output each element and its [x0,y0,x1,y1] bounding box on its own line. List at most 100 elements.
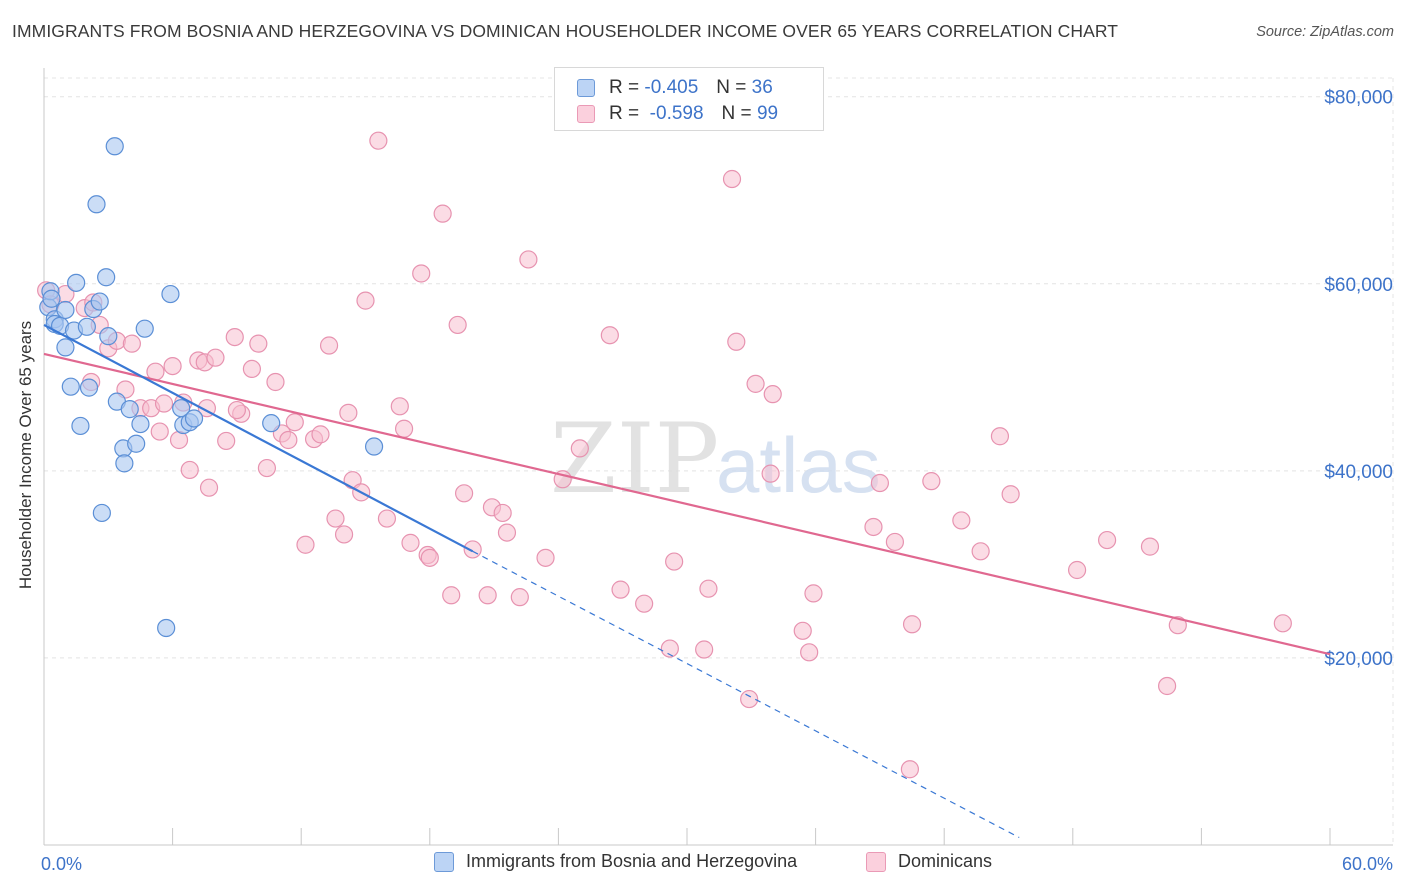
dominicans-point [864,517,883,537]
legend-swatch-pink [577,105,595,123]
dominicans-point [401,533,420,552]
dominicans-point [448,315,467,335]
dominicans-point [870,473,890,493]
dominicans-point [394,419,414,438]
dominicans-point [660,639,679,658]
trend-lines [43,323,1331,839]
legend-r-label: R = [609,103,640,124]
bosnia-point [56,300,75,320]
bosnia-point [120,400,139,419]
x-tick-labels: 0.0% 60.0% [41,854,1393,874]
dominicans-points [37,131,1292,779]
dominicans-point [206,348,225,367]
dominicans-point [763,385,782,404]
dominicans-point [122,334,141,353]
legend-item-dominicans[interactable]: Dominicans [866,851,992,872]
dominicans-point [804,584,823,603]
dominicans-point [900,760,920,779]
legend-item-bosnia[interactable]: Immigrants from Bosnia and Herzegovina [434,851,797,872]
bosnia-point [99,327,118,346]
dominicans-point [497,523,517,542]
watermark-atlas: atlas [716,421,881,509]
dominicans-point [249,334,268,353]
legend-n-label: N = [716,77,747,98]
dominicans-point [169,430,189,450]
dominicans-point [1168,616,1187,635]
chart-title: IMMIGRANTS FROM BOSNIA AND HERZEGOVINA V… [12,21,1119,41]
x-tick-label-1: 60.0% [1342,854,1393,874]
legend-r-value: -0.405 [644,77,699,98]
dominicans-point [356,291,375,310]
dominicans-point [339,403,358,422]
dominicans-point [199,478,219,497]
bosnia-point [105,137,124,156]
dominicans-point [1273,614,1292,633]
dominicans-point [902,615,922,634]
dominicans-point [922,472,941,491]
legend-n-value: 36 [751,77,773,98]
dominicans-point [433,204,452,223]
dominicans-point [971,542,990,561]
legend-r-value: -0.598 [649,103,704,124]
dominicans-point [217,431,236,451]
bosnia-point [71,416,90,436]
legend-label-bosnia: Immigrants from Bosnia and Herzegovina [466,851,798,871]
dominicans-point [285,413,304,432]
bosnia-points [39,137,384,638]
dominicans-point [740,689,759,709]
dominicans-point [536,548,555,567]
dominicans-point [296,535,315,554]
dominicans-point [257,458,277,478]
dominicans-point [635,594,654,613]
y-tick-label-3: $80,000 [1324,88,1393,109]
bosnia-point [92,503,111,523]
y-tick-label-1: $40,000 [1324,462,1393,483]
dominicans-point [311,425,330,444]
dominicans-point [463,540,482,559]
dominicans-point [600,326,619,345]
dominicans-point [510,588,529,607]
dominicans-point [242,359,262,378]
bosnia-point [42,289,61,308]
chart-source: Source: ZipAtlas.com [1256,24,1394,40]
dominicans-point [800,643,819,662]
dominicans-point [493,503,512,523]
bosnia-trend-extension [472,550,1020,839]
y-axis-label: Householder Income Over 65 years [16,321,35,589]
watermark: ZIP atlas [550,403,881,515]
legend-row-bosnia: R = -0.405 N = 36 [577,76,773,100]
dominicans-point [1158,676,1177,696]
bosnia-point [90,292,109,311]
dominicans-point [163,356,182,376]
legend-row-dominicans: R = -0.598 N = 99 [577,102,778,126]
watermark-zip: ZIP [550,403,719,515]
bosnia-point [97,268,116,287]
dominicans-point [727,332,746,351]
bosnia-point [131,414,150,434]
dominicans-point [227,400,246,420]
dominicans-point [952,511,971,530]
dominicans-point [1140,537,1160,556]
dominicans-point [519,250,538,269]
y-tick-label-2: $60,000 [1324,275,1393,296]
legend-swatch-blue [434,851,454,872]
dominicans-point [225,327,244,347]
dominicans-point [442,586,461,605]
legend-swatch-blue [577,79,595,97]
dominicans-point [266,372,285,392]
dominicans-point [377,509,397,528]
dominicans-point [454,484,474,503]
dominicans-point [1097,530,1117,550]
bosnia-point [127,434,146,453]
legend-n-value: 99 [756,103,779,124]
bosnia-point [184,409,204,428]
dominicans-point [611,580,630,599]
dominicans-point [150,422,169,441]
dominicans-point [1067,560,1087,580]
dominicans-point [746,374,765,393]
bosnia-point [77,317,96,336]
legend-swatch-pink [866,851,886,872]
dominicans-point [154,394,174,413]
y-tick-label-0: $20,000 [1324,649,1393,670]
dominicans-trend-line [43,352,1331,656]
